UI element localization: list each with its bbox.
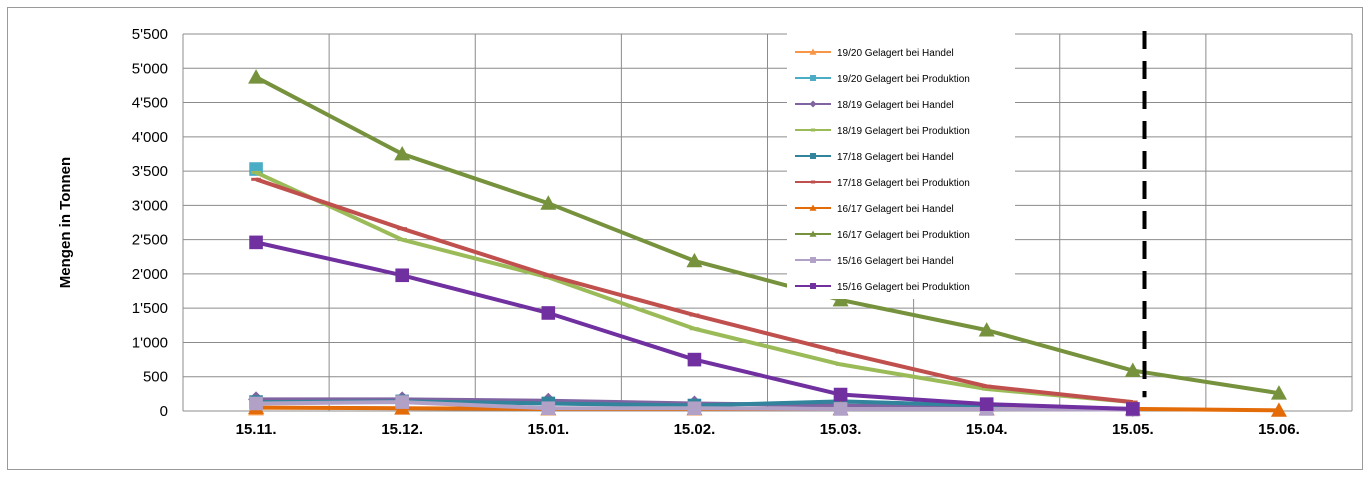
legend-entry: 19/20 Gelagert bei Handel	[795, 48, 954, 59]
data-point	[395, 395, 409, 409]
data-point	[809, 230, 817, 237]
data-point	[1124, 362, 1141, 377]
x-tick-label: 15.06.	[1258, 421, 1300, 438]
data-point	[397, 227, 407, 231]
legend-label: 15/16 Gelagert bei Produktion	[837, 282, 970, 293]
y-axis-label: Mengen in Tonnen	[57, 157, 74, 288]
y-tick-label: 4'500	[132, 95, 168, 112]
y-tick-label: 2'000	[132, 266, 168, 283]
data-point	[689, 313, 700, 317]
series-9	[249, 235, 1140, 416]
series-7	[248, 69, 1287, 400]
data-point	[835, 350, 846, 354]
data-point	[810, 257, 816, 263]
x-tick-label: 15.04.	[966, 421, 1008, 438]
legend-entry: 17/18 Gelagert bei Handel	[795, 152, 954, 163]
legend-label: 17/18 Gelagert bei Handel	[837, 152, 954, 163]
data-point	[1270, 385, 1287, 400]
y-tick-label: 0	[160, 403, 168, 420]
data-point	[810, 75, 816, 81]
data-point	[978, 322, 995, 337]
data-point	[249, 396, 263, 411]
chart-frame	[7, 7, 1363, 470]
data-point	[979, 397, 994, 411]
data-point	[1270, 402, 1287, 417]
data-point	[397, 238, 407, 242]
series-group	[248, 69, 1287, 417]
y-tick-label: 500	[143, 369, 168, 386]
data-point	[543, 273, 554, 277]
legend-entry: 19/20 Gelagert bei Produktion	[795, 74, 970, 85]
data-point	[251, 177, 261, 181]
data-point	[686, 252, 703, 268]
data-point	[981, 387, 992, 391]
legend-entry: 18/19 Gelagert bei Handel	[795, 100, 954, 111]
x-tick-label: 15.02.	[674, 421, 716, 438]
data-point	[689, 327, 700, 331]
data-point	[540, 195, 557, 210]
data-point	[833, 402, 848, 416]
legend-label: 19/20 Gelagert bei Produktion	[837, 74, 970, 85]
y-tick-label: 2'500	[132, 232, 168, 249]
data-point	[809, 204, 817, 211]
data-point	[981, 384, 992, 388]
legend-label: 17/18 Gelagert bei Produktion	[837, 178, 970, 189]
data-point	[687, 352, 702, 367]
y-tick-label: 5'000	[132, 60, 168, 77]
x-tick-label: 15.01.	[527, 421, 569, 438]
data-point	[810, 180, 816, 184]
data-point	[810, 153, 816, 159]
data-point	[833, 387, 848, 402]
y-tick-label: 1'000	[132, 334, 168, 351]
y-axis-ticks: 0 500 1'000 1'500 2'000 2'500 3'000 3'500 4'000 4…	[132, 26, 168, 420]
data-point	[810, 283, 816, 289]
data-point	[835, 362, 846, 366]
legend-entry: 16/17 Gelagert bei Produktion	[795, 230, 970, 241]
y-tick-label: 4'000	[132, 129, 168, 146]
data-point	[541, 401, 556, 416]
x-tick-label: 15.11.	[236, 421, 277, 438]
data-point	[251, 170, 261, 174]
data-point	[541, 306, 556, 320]
grid	[182, 33, 1353, 412]
legend-label: 18/19 Gelagert bei Handel	[837, 100, 954, 111]
data-point	[394, 145, 411, 161]
x-tick-label: 15.05.	[1112, 421, 1154, 438]
legend: 19/20 Gelagert bei Handel 19/20 Gelagert …	[787, 33, 1015, 299]
data-point	[809, 48, 817, 55]
legend-label: 19/20 Gelagert bei Handel	[837, 48, 954, 59]
y-tick-label: 3'000	[132, 197, 168, 214]
data-point	[809, 100, 817, 108]
series-line	[255, 75, 1280, 396]
legend-label: 18/19 Gelagert bei Produktion	[837, 126, 970, 137]
y-tick-label: 1'500	[132, 300, 168, 317]
data-point	[832, 291, 849, 307]
legend-entry: 15/16 Gelagert bei Handel	[795, 256, 954, 267]
data-point	[1126, 402, 1140, 416]
legend-entry: 15/16 Gelagert bei Produktion	[795, 282, 970, 293]
data-point	[687, 401, 702, 416]
x-tick-label: 15.03.	[820, 421, 862, 438]
y-tick-label: 5'500	[132, 26, 168, 43]
legend-entry: 16/17 Gelagert bei Handel	[795, 204, 954, 215]
x-tick-label: 15.12.	[381, 421, 423, 438]
legend-entry: 17/18 Gelagert bei Produktion	[795, 178, 970, 189]
data-point	[249, 235, 263, 250]
legend-label: 16/17 Gelagert bei Handel	[837, 204, 954, 215]
x-axis-ticks: 15.11. 15.12. 15.01. 15.02. 15.03. 15.04. 15.0…	[236, 421, 1300, 438]
data-point	[395, 268, 409, 283]
y-tick-label: 3'500	[132, 163, 168, 180]
legend-label: 15/16 Gelagert bei Handel	[837, 256, 954, 267]
legend-label: 16/17 Gelagert bei Produktion	[837, 230, 970, 241]
data-point	[248, 69, 265, 84]
data-point	[810, 128, 816, 132]
legend-entry: 18/19 Gelagert bei Produktion	[795, 126, 970, 137]
